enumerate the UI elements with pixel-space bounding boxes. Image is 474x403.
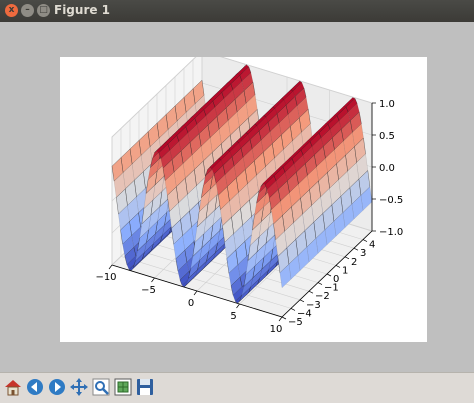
- maximize-button[interactable]: □: [37, 4, 50, 17]
- z-tick-label: −0.5: [379, 195, 403, 206]
- y-tick-label: −1: [324, 283, 339, 294]
- y-tick-label: 2: [351, 257, 357, 268]
- surface-mesh: [111, 64, 373, 304]
- x-tick-label: −10: [95, 272, 116, 283]
- z-tick-label: 1.0: [379, 99, 395, 110]
- y-tick: [362, 239, 368, 242]
- x-tick: [278, 316, 283, 322]
- surface-patch: [306, 238, 319, 263]
- surface-patch: [297, 246, 310, 271]
- configure-subplots-icon[interactable]: [113, 377, 133, 397]
- x-tick: [193, 290, 198, 296]
- y-tick-label: −5: [288, 317, 303, 328]
- pan-icon[interactable]: [69, 377, 89, 397]
- grid-line: [111, 57, 373, 138]
- window-titlebar: x – □ Figure 1: [0, 0, 474, 22]
- y-tick-label: 3: [360, 248, 366, 259]
- z-tick-label: 0.0: [379, 163, 395, 174]
- x-tick-labels: −10 −5 0 5 10: [95, 264, 283, 335]
- figure-canvas[interactable]: −10 −5 0 5 10 −5 −4 −3 −2 −1 0 1 2 3 4 1.0 0.5 0.0 −0.5−…: [0, 22, 474, 372]
- x-tick-label: 0: [188, 298, 194, 309]
- save-icon[interactable]: [135, 377, 155, 397]
- x-tick: [236, 303, 240, 309]
- surface-patch: [288, 255, 301, 280]
- y-tick-label: −4: [297, 308, 312, 319]
- y-tick-label: −3: [306, 300, 321, 311]
- y-tick: [299, 299, 305, 303]
- x-tick-label: 10: [270, 324, 283, 335]
- y-tick: [308, 290, 314, 294]
- minimize-button[interactable]: –: [21, 4, 34, 17]
- navigation-toolbar: [0, 372, 474, 403]
- x-tick: [108, 264, 113, 270]
- y-tick: [326, 273, 332, 277]
- y-tick: [344, 256, 350, 260]
- y-tick: [335, 265, 341, 268]
- back-icon[interactable]: [25, 377, 45, 397]
- y-tick-label: −2: [315, 291, 330, 302]
- x-tick: [151, 277, 155, 283]
- x-tick-label: 5: [230, 311, 236, 322]
- y-tick: [353, 247, 359, 251]
- window-title: Figure 1: [54, 3, 111, 17]
- z-tick-label: 0.5: [379, 131, 395, 142]
- surface-patch: [279, 263, 292, 289]
- home-icon[interactable]: [3, 377, 23, 397]
- z-tick-label: −1.0: [379, 227, 403, 238]
- figure-area: −10 −5 0 5 10 −5 −4 −3 −2 −1 0 1 2 3 4 1.0 0.5 0.0 −0.5−…: [60, 57, 427, 342]
- close-button[interactable]: x: [5, 4, 18, 17]
- zoom-icon[interactable]: [91, 377, 111, 397]
- forward-icon[interactable]: [47, 377, 67, 397]
- x-tick-label: −5: [141, 285, 156, 296]
- y-tick-label: 1: [342, 265, 348, 276]
- y-tick: [281, 316, 287, 320]
- y-tick: [317, 282, 323, 285]
- y-tick: [290, 308, 296, 311]
- y-tick-label: 4: [369, 240, 375, 251]
- y-tick-label: 0: [333, 274, 339, 285]
- z-tick-labels: 1.0 0.5 0.0 −0.5 −1.0: [372, 99, 403, 238]
